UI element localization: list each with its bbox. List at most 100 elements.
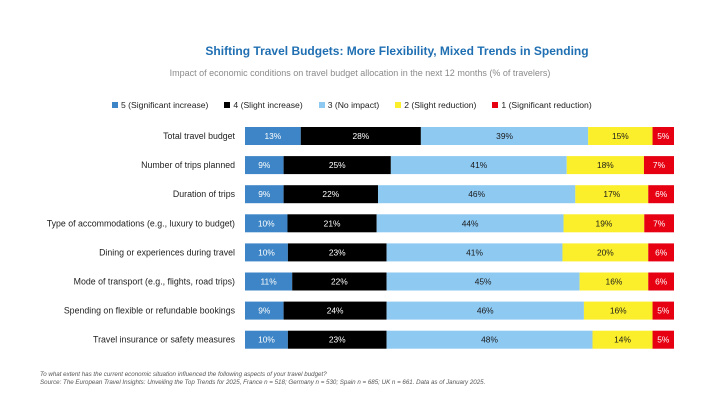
category-label: Duration of trips: [173, 189, 236, 199]
data-label: 11%: [261, 277, 278, 287]
bar-segment: [588, 127, 653, 145]
category-label: Dining or experiences during travel: [99, 247, 235, 257]
bar-segment: [652, 127, 674, 145]
bar-segment: [245, 243, 288, 262]
data-label: 17%: [603, 189, 620, 199]
data-label: 6%: [655, 277, 668, 287]
bar-segment: [283, 301, 387, 320]
bar-segment: [292, 272, 387, 291]
data-label: 10%: [258, 218, 275, 228]
data-label: 10%: [258, 335, 275, 345]
bar-segment: [245, 214, 288, 233]
bar-segment: [592, 330, 653, 349]
chart-legend: 5 (Significant increase) 4 (Slight increa…: [112, 100, 592, 110]
chart-title: Shifting Travel Budgets: More Flexibilit…: [205, 44, 589, 58]
bar-segment: [245, 272, 293, 291]
bar-segment: [386, 330, 593, 349]
data-label: 22%: [322, 189, 339, 199]
category-label: Mode of transport (e.g., flights, road t…: [74, 277, 235, 287]
bar-segment: [300, 127, 421, 145]
bar-segment: [386, 243, 563, 262]
data-label: 25%: [329, 160, 346, 170]
bar-segment: [245, 127, 301, 145]
bar-segment: [287, 243, 387, 262]
data-label: 9%: [258, 189, 271, 199]
legend-swatch: [224, 102, 231, 108]
data-label: 13%: [264, 131, 281, 141]
footnote-source: Source: The European Travel Insights: Un…: [40, 379, 486, 386]
legend-item: 4 (Slight increase): [224, 100, 303, 110]
data-label: 44%: [462, 218, 479, 228]
data-label: 28%: [352, 131, 369, 141]
data-label: 5%: [657, 306, 670, 316]
data-label: 21%: [324, 218, 341, 228]
bar-segment: [563, 214, 645, 233]
category-label: Number of trips planned: [141, 160, 235, 170]
bar-segment: [644, 214, 674, 233]
chart-footnote: To what extent has the current economic …: [40, 371, 485, 387]
data-label: 5%: [657, 131, 670, 141]
data-label: 22%: [331, 277, 348, 287]
bar-segment: [287, 214, 377, 233]
category-label: Type of accommodations (e.g., luxury to …: [47, 218, 235, 228]
legend-swatch: [112, 102, 118, 108]
bar-segment: [652, 301, 674, 320]
data-label: 15%: [612, 131, 629, 141]
legend-label: 3 (No impact): [327, 100, 380, 110]
data-label: 19%: [596, 218, 613, 228]
data-label: 14%: [614, 335, 631, 345]
data-label: 5%: [657, 335, 670, 345]
bar-segment: [287, 330, 387, 349]
bar-segment: [386, 272, 580, 291]
legend-swatch: [395, 102, 402, 108]
data-label: 6%: [655, 247, 668, 257]
legend-label: 5 (Significant increase): [121, 100, 209, 110]
data-label: 18%: [597, 160, 614, 170]
data-label: 48%: [481, 335, 498, 345]
category-label: Spending on flexible or refundable booki…: [64, 306, 236, 316]
bar-segment: [386, 301, 584, 320]
legend-label: 1 (Significant reduction): [501, 100, 592, 110]
data-label: 23%: [329, 247, 346, 257]
data-label: 7%: [653, 218, 666, 228]
legend-swatch: [318, 102, 325, 108]
data-label: 24%: [327, 306, 344, 316]
data-label: 9%: [258, 306, 271, 316]
data-label: 7%: [653, 160, 666, 170]
bar-segment: [652, 330, 674, 349]
legend-label: 2 (Slight reduction): [404, 100, 477, 110]
data-label: 41%: [466, 247, 483, 257]
bar-segment: [648, 185, 674, 204]
bar-segment: [579, 272, 649, 291]
legend-swatch: [492, 102, 499, 108]
bar-segment: [245, 301, 284, 320]
bar-segment: [648, 272, 674, 291]
bar-segment: [566, 156, 644, 175]
bar-segment: [376, 214, 564, 233]
category-label: Total travel budget: [163, 131, 235, 141]
data-label: 20%: [597, 247, 614, 257]
bar-segment: [245, 185, 284, 204]
bar-segment: [245, 156, 284, 175]
legend-label: 4 (Slight increase): [233, 100, 303, 110]
legend-item: 5 (Significant increase): [112, 100, 208, 110]
bar-segment: [390, 156, 567, 175]
bar-segment: [283, 156, 391, 175]
chart-subtitle: Impact of economic conditions on travel …: [169, 68, 551, 78]
bar-segment: [575, 185, 649, 204]
data-label: 45%: [475, 277, 492, 287]
data-label: 23%: [329, 335, 346, 345]
legend-item: 3 (No impact): [318, 100, 380, 110]
data-label: 46%: [468, 189, 485, 199]
bar-segment: [283, 185, 378, 204]
bar-segment: [377, 185, 576, 204]
legend-item: 1 (Significant reduction): [492, 100, 592, 110]
data-label: 6%: [655, 189, 668, 199]
legend-item: 2 (Slight reduction): [395, 100, 476, 110]
data-label: 46%: [477, 306, 494, 316]
category-label: Travel insurance or safety measures: [93, 335, 236, 345]
data-label: 41%: [470, 160, 487, 170]
data-label: 9%: [258, 160, 271, 170]
data-label: 10%: [258, 247, 275, 257]
